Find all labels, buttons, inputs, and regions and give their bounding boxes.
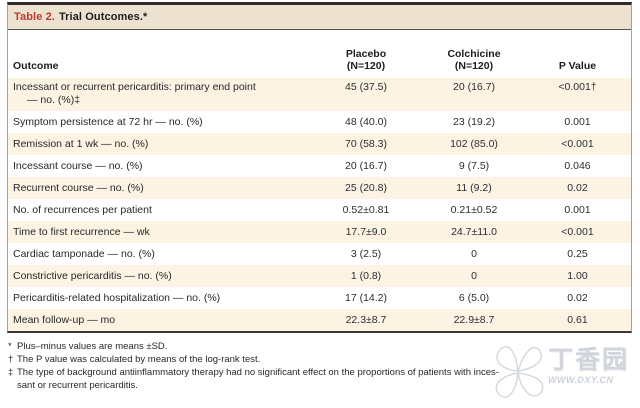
table-row: Symptom persistence at 72 hr — no. (%) 4… bbox=[8, 111, 631, 133]
colchicine-cell: 0.21±0.52 bbox=[450, 204, 498, 216]
placebo-cell: 1 (0.8) bbox=[350, 270, 382, 282]
pvalue-cell: <0.001 bbox=[561, 226, 594, 238]
table-row: Recurrent course — no. (%) 25 (20.8) 11 … bbox=[8, 177, 631, 199]
table-title: Trial Outcomes.* bbox=[58, 11, 148, 23]
table-row: Remission at 1 wk — no. (%) 70 (58.3) 10… bbox=[8, 133, 631, 155]
colchicine-cell: 23 (19.2) bbox=[452, 116, 496, 128]
footnote-double-dagger: ‡ The type of background antiinflammator… bbox=[8, 366, 614, 392]
outcome-cell: Pericarditis-related hospitalization — n… bbox=[13, 292, 221, 304]
pvalue-cell: <0.001 bbox=[561, 138, 594, 150]
placebo-cell: 17.7±9.0 bbox=[345, 226, 387, 238]
outcome-cell: Remission at 1 wk — no. (%) bbox=[13, 138, 149, 150]
outcome-cell: Symptom persistence at 72 hr — no. (%) bbox=[13, 116, 203, 128]
table-row: Incessant or recurrent pericarditis: pri… bbox=[8, 78, 631, 111]
outcome-cell: Recurrent course — no. (%) bbox=[13, 182, 144, 194]
placebo-cell: 22.3±8.7 bbox=[345, 314, 387, 326]
pvalue-cell: 0.61 bbox=[567, 314, 588, 326]
pvalue-cell: 0.02 bbox=[567, 182, 588, 194]
outcome-cell: Mean follow-up — mo bbox=[13, 314, 116, 326]
column-header-pvalue: P Value bbox=[558, 60, 597, 72]
placebo-cell: 70 (58.3) bbox=[344, 138, 388, 150]
placebo-cell: 48 (40.0) bbox=[344, 116, 388, 128]
outcome-cell: Time to first recurrence — wk bbox=[13, 226, 150, 238]
pvalue-cell: 0.046 bbox=[564, 160, 591, 172]
outcome-cell: Incessant course — no. (%) bbox=[13, 160, 143, 172]
colchicine-cell: 0 bbox=[471, 270, 477, 282]
trial-outcomes-table: Table 2. Trial Outcomes.* Outcome Placeb… bbox=[7, 2, 632, 333]
colchicine-cell: 102 (85.0) bbox=[450, 138, 498, 150]
placebo-cell: 3 (2.5) bbox=[350, 248, 382, 260]
colchicine-cell: 0 bbox=[471, 248, 477, 260]
table-row: Pericarditis-related hospitalization — n… bbox=[8, 287, 631, 309]
table-header-row: Outcome Placebo (N=120) Colchicine (N=12… bbox=[8, 30, 631, 78]
footnote-dagger: † The P value was calculated by means of… bbox=[8, 354, 261, 365]
table-number-label: Table 2. bbox=[14, 11, 55, 23]
footnote-text: The type of background antiinflammatory … bbox=[17, 367, 499, 391]
colchicine-cell: 6 (5.0) bbox=[458, 292, 490, 304]
placebo-cell: 0.52±0.81 bbox=[342, 204, 390, 216]
table-row: Mean follow-up — mo 22.3±8.7 22.9±8.7 0.… bbox=[8, 309, 631, 331]
outcome-cell: Cardiac tamponade — no. (%) bbox=[13, 248, 155, 260]
pvalue-cell: 1.00 bbox=[567, 270, 588, 282]
table-row: No. of recurrences per patient 0.52±0.81… bbox=[8, 199, 631, 221]
pvalue-cell: 0.001 bbox=[564, 204, 591, 216]
table-row: Cardiac tamponade — no. (%) 3 (2.5) 0 0.… bbox=[8, 243, 631, 265]
colchicine-cell: 20 (16.7) bbox=[452, 81, 496, 93]
outcome-cell: Constrictive pericarditis — no. (%) bbox=[13, 270, 172, 282]
table-body: Incessant or recurrent pericarditis: pri… bbox=[8, 78, 631, 331]
placebo-cell: 45 (37.5) bbox=[344, 81, 388, 93]
placebo-cell: 20 (16.7) bbox=[344, 160, 388, 172]
pvalue-cell: 0.25 bbox=[567, 248, 588, 260]
pvalue-cell: 0.001 bbox=[564, 116, 591, 128]
placebo-cell: 17 (14.2) bbox=[344, 292, 388, 304]
footnote-asterisk: * Plus–minus values are means ±SD. bbox=[8, 341, 168, 352]
pvalue-cell: <0.001† bbox=[558, 81, 597, 93]
pvalue-cell: 0.02 bbox=[567, 292, 588, 304]
column-header-placebo: Placebo (N=120) bbox=[345, 48, 387, 72]
colchicine-cell: 24.7±11.0 bbox=[451, 226, 497, 238]
outcome-cell: Incessant or recurrent pericarditis: pri… bbox=[13, 81, 256, 106]
column-header-colchicine: Colchicine (N=120) bbox=[447, 48, 501, 72]
colchicine-cell: 11 (9.2) bbox=[456, 182, 492, 194]
footnotes: * Plus–minus values are means ±SD. † The… bbox=[8, 340, 614, 392]
colchicine-cell: 22.9±8.7 bbox=[453, 314, 495, 326]
table-row: Time to first recurrence — wk 17.7±9.0 2… bbox=[8, 221, 631, 243]
outcome-cell: No. of recurrences per patient bbox=[13, 204, 152, 216]
placebo-cell: 25 (20.8) bbox=[344, 182, 388, 194]
column-header-outcome: Outcome bbox=[13, 60, 59, 72]
colchicine-cell: 9 (7.5) bbox=[458, 160, 490, 172]
table-row: Constrictive pericarditis — no. (%) 1 (0… bbox=[8, 265, 631, 287]
table-title-bar: Table 2. Trial Outcomes.* bbox=[8, 5, 631, 30]
table-row: Incessant course — no. (%) 20 (16.7) 9 (… bbox=[8, 155, 631, 177]
